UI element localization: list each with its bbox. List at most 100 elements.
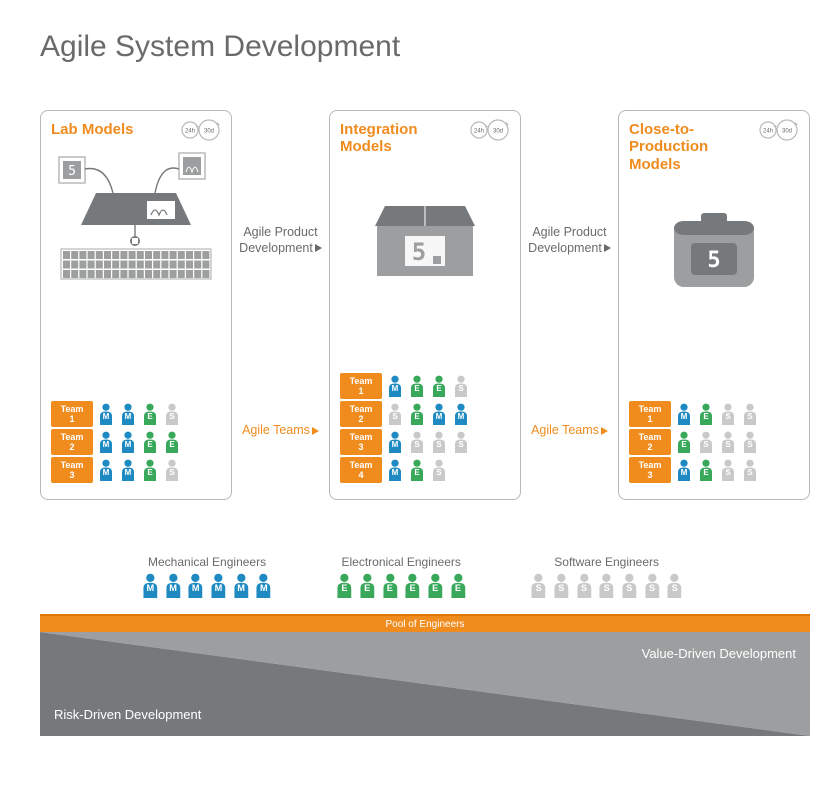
person-icon: S <box>642 573 663 598</box>
team-label: Team 4 <box>340 457 382 483</box>
legend-group: Mechanical Engineers M M M M M <box>140 555 274 598</box>
person-icon: M <box>452 403 470 425</box>
person-icon: S <box>452 431 470 453</box>
team-label: Team 2 <box>51 429 93 455</box>
person-icon: M <box>119 459 137 481</box>
mid-bottom-caption: Agile Teams <box>236 423 326 438</box>
person-letter: M <box>392 440 399 449</box>
person-letter: E <box>414 384 419 393</box>
team-row: Team 2 M M E E <box>51 431 221 453</box>
panels-row: Lab Models 24h 30d 5 Team 1 <box>40 110 810 500</box>
cycle-icon: 24h 30d <box>468 119 512 141</box>
person-icon: E <box>408 375 426 397</box>
person-icon: S <box>741 459 759 481</box>
person-letter: S <box>536 583 542 593</box>
legend-label: Mechanical Engineers <box>148 555 266 569</box>
person-letter: S <box>747 468 752 477</box>
team-label: Team 3 <box>340 429 382 455</box>
person-letter: M <box>458 412 465 421</box>
person-icon: E <box>408 459 426 481</box>
team-row: Team 3 M M E S <box>51 459 221 481</box>
team-label: Team 1 <box>51 401 93 427</box>
legend-people: E E E E E E <box>334 573 468 598</box>
teams-block: Team 1 M M E S Team 2 <box>51 403 221 487</box>
person-icon: S <box>386 403 404 425</box>
panel-2: Close-to-ProductionModels 24h 30d 5 Team… <box>618 110 810 500</box>
team-label: Team 2 <box>629 429 671 455</box>
svg-text:24h: 24h <box>185 129 195 135</box>
person-letter: S <box>458 384 463 393</box>
person-icon: E <box>402 573 423 598</box>
cycle-icon: 24h 30d <box>757 119 801 141</box>
person-letter: S <box>169 468 174 477</box>
person-letter: M <box>215 583 223 593</box>
team-row: Team 1 M E E S <box>340 375 510 397</box>
person-letter: M <box>237 583 245 593</box>
person-letter: S <box>672 583 678 593</box>
person-icon: M <box>185 573 206 598</box>
triangle-area: Risk-Driven Development Value-Driven Dev… <box>40 632 810 736</box>
person-letter: E <box>409 583 415 593</box>
person-letter: E <box>432 583 438 593</box>
panel-title: IntegrationModels <box>340 121 460 156</box>
svg-text:5: 5 <box>707 248 720 273</box>
svg-text:24h: 24h <box>763 129 773 135</box>
person-icon: M <box>386 375 404 397</box>
person-letter: S <box>436 468 441 477</box>
person-icon: S <box>574 573 595 598</box>
person-icon: M <box>208 573 229 598</box>
person-letter: S <box>747 440 752 449</box>
person-icon: S <box>452 375 470 397</box>
person-icon: S <box>719 403 737 425</box>
person-icon: E <box>334 573 355 598</box>
person-letter: M <box>681 468 688 477</box>
svg-text:30d: 30d <box>204 129 214 135</box>
team-row: Team 4 M E S <box>340 459 510 481</box>
person-icon: M <box>386 431 404 453</box>
person-icon: M <box>119 403 137 425</box>
person-icon: M <box>675 403 693 425</box>
cycle-icon: 24h 30d <box>179 119 223 141</box>
team-label: Team 2 <box>340 401 382 427</box>
person-letter: M <box>392 384 399 393</box>
person-icon: S <box>163 403 181 425</box>
person-letter: E <box>681 440 686 449</box>
person-icon: M <box>675 459 693 481</box>
legend-label: Electronical Engineers <box>341 555 460 569</box>
team-row: Team 3 M S S S <box>340 431 510 453</box>
person-icon: M <box>97 403 115 425</box>
person-letter: M <box>125 440 132 449</box>
person-letter: E <box>341 583 347 593</box>
panel-1: IntegrationModels 24h 30d 5 Team 1 M <box>329 110 521 500</box>
person-letter: E <box>147 440 152 449</box>
person-letter: S <box>604 583 610 593</box>
person-letter: E <box>455 583 461 593</box>
team-label: Team 1 <box>340 373 382 399</box>
person-icon: S <box>664 573 685 598</box>
person-icon: S <box>619 573 640 598</box>
person-icon: S <box>430 459 448 481</box>
team-row: Team 1 M E S S <box>629 403 799 425</box>
panel-0: Lab Models 24h 30d 5 Team 1 <box>40 110 232 500</box>
person-icon: S <box>163 459 181 481</box>
person-icon: M <box>430 403 448 425</box>
person-letter: E <box>387 583 393 593</box>
team-label: Team 3 <box>629 457 671 483</box>
panel-title: Close-to-ProductionModels <box>629 121 749 173</box>
person-letter: E <box>414 412 419 421</box>
svg-text:30d: 30d <box>782 129 792 135</box>
person-icon: M <box>119 431 137 453</box>
person-letter: M <box>169 583 177 593</box>
team-label: Team 1 <box>629 401 671 427</box>
svg-text:5: 5 <box>412 238 426 266</box>
mid-top-caption: Agile ProductDevelopment <box>525 225 615 256</box>
svg-text:5: 5 <box>68 164 76 179</box>
person-icon: E <box>141 459 159 481</box>
legend-group: Software Engineers S S S S S <box>528 555 685 598</box>
person-icon: S <box>741 403 759 425</box>
panel-title: Lab Models <box>51 121 171 138</box>
person-icon: M <box>386 459 404 481</box>
svg-text:30d: 30d <box>493 129 503 135</box>
engineers-legend: Mechanical Engineers M M M M M <box>40 555 810 598</box>
person-letter: S <box>581 583 587 593</box>
